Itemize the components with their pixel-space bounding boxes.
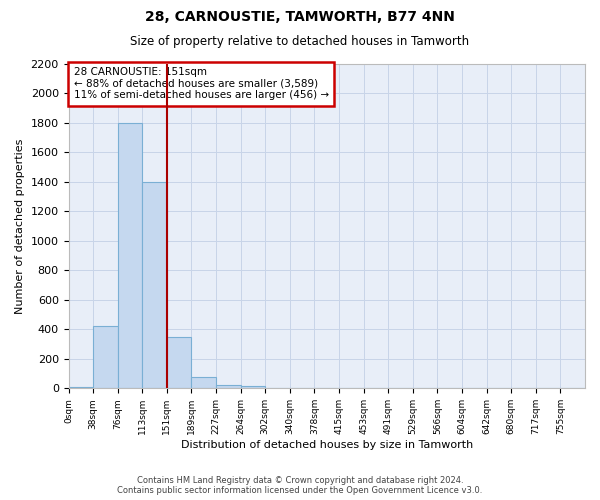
Text: Size of property relative to detached houses in Tamworth: Size of property relative to detached ho… (130, 35, 470, 48)
Text: 28, CARNOUSTIE, TAMWORTH, B77 4NN: 28, CARNOUSTIE, TAMWORTH, B77 4NN (145, 10, 455, 24)
Bar (216, 384, 241, 388)
Bar (118, 123, 142, 388)
Bar (191, 378, 216, 388)
Y-axis label: Number of detached properties: Number of detached properties (15, 138, 25, 314)
Bar (142, 182, 167, 388)
Bar (241, 386, 265, 388)
Bar (93, 326, 118, 388)
Bar (167, 336, 191, 388)
Text: 28 CARNOUSTIE: 151sqm
← 88% of detached houses are smaller (3,589)
11% of semi-d: 28 CARNOUSTIE: 151sqm ← 88% of detached … (74, 67, 329, 100)
Bar (68, 387, 93, 388)
Text: Contains HM Land Registry data © Crown copyright and database right 2024.
Contai: Contains HM Land Registry data © Crown c… (118, 476, 482, 495)
X-axis label: Distribution of detached houses by size in Tamworth: Distribution of detached houses by size … (181, 440, 473, 450)
